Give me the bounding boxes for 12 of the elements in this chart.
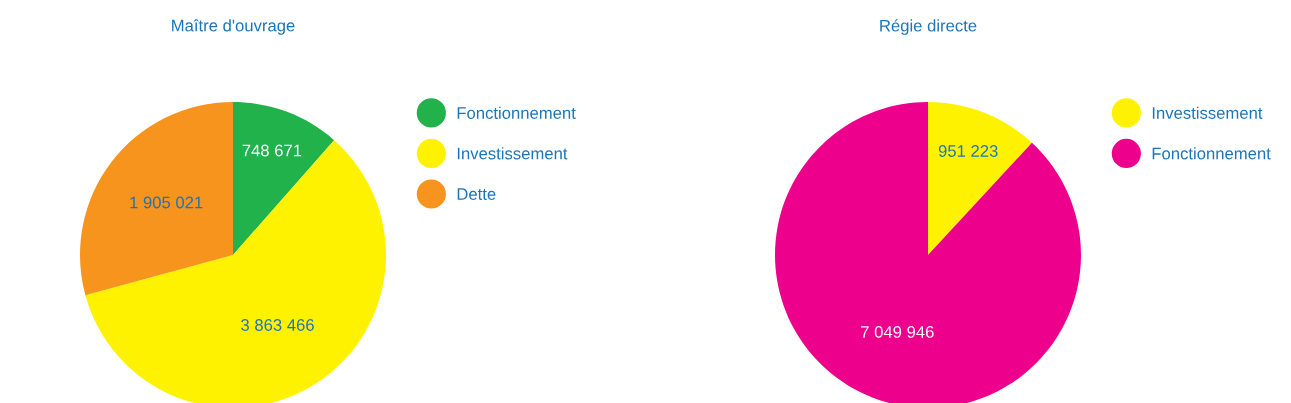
legend-label: Fonctionnement <box>1152 147 1271 160</box>
legend-label: Investissement <box>1152 106 1263 119</box>
data-label: 748 671 <box>242 144 302 157</box>
data-label: 1 905 021 <box>130 196 203 209</box>
legend-label: Dette <box>457 188 496 200</box>
data-label: 951 223 <box>938 145 998 157</box>
data-label: 3 863 466 <box>241 319 314 331</box>
chart-title: Régie directe <box>880 19 977 35</box>
legend-label: Investissement <box>457 147 568 160</box>
legend-label: Fonctionnement <box>457 106 576 119</box>
data-label: 7 049 946 <box>861 326 934 338</box>
chart-title: Maître d'ouvrage <box>172 19 295 35</box>
